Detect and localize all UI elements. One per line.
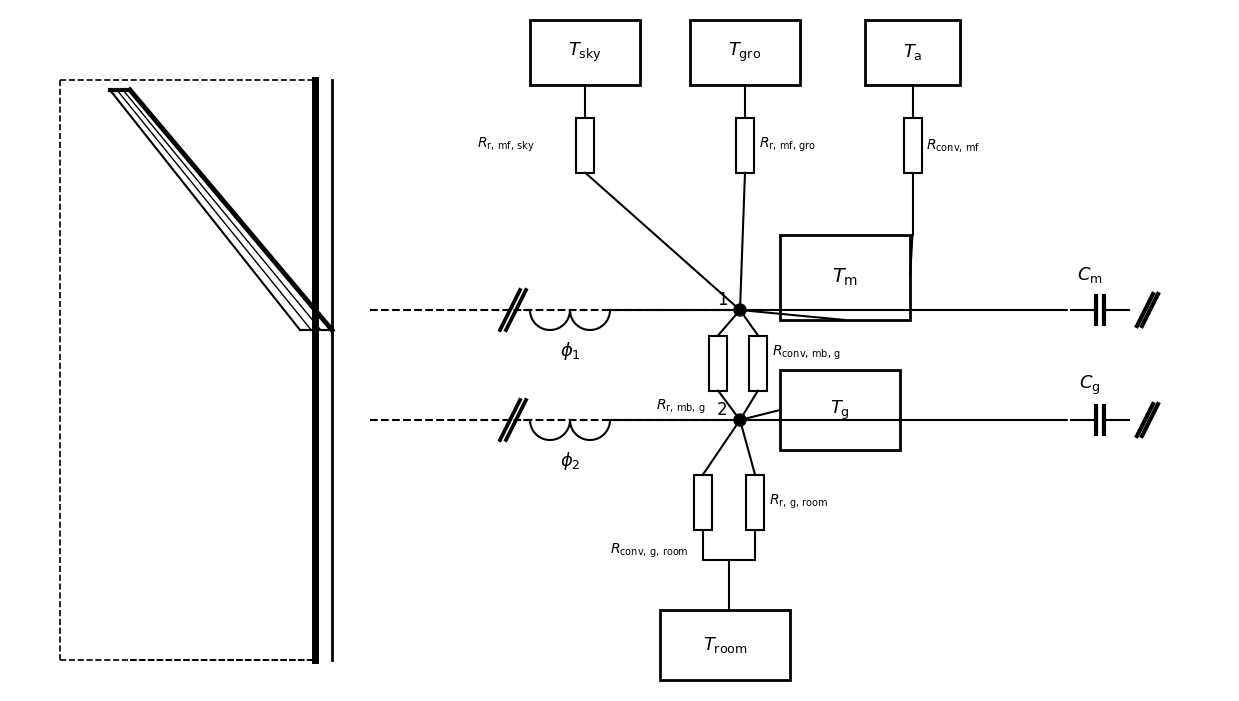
Bar [903, 118, 922, 172]
Bar [694, 475, 712, 529]
Bar [750, 336, 767, 390]
Text: $R_\mathrm{r,\,mf,\,sky}$: $R_\mathrm{r,\,mf,\,sky}$ [477, 136, 535, 154]
Bar [709, 336, 727, 390]
Text: $T_\mathrm{room}$: $T_\mathrm{room}$ [703, 635, 747, 655]
Text: $R_\mathrm{conv,\,mb,\,g}$: $R_\mathrm{conv,\,mb,\,g}$ [772, 344, 841, 362]
Text: $T_\mathrm{g}$: $T_\mathrm{g}$ [830, 398, 850, 421]
Bar [781, 235, 909, 320]
Text: $T_\mathrm{gro}$: $T_\mathrm{gro}$ [729, 41, 762, 64]
Circle shape [733, 304, 746, 316]
Text: $\phi_1$: $\phi_1$ [560, 340, 580, 362]
Text: $R_\mathrm{r,\,mb,\,g}$: $R_\mathrm{r,\,mb,\,g}$ [657, 398, 706, 416]
Text: $R_\mathrm{r,\,g,\,room}$: $R_\mathrm{r,\,g,\,room}$ [769, 493, 829, 511]
Text: $C_\mathrm{m}$: $C_\mathrm{m}$ [1077, 265, 1103, 285]
Bar [690, 20, 800, 85]
Text: $C_\mathrm{g}$: $C_\mathrm{g}$ [1079, 374, 1100, 397]
Text: $R_\mathrm{r,\,mf,\,gro}$: $R_\mathrm{r,\,mf,\,gro}$ [760, 136, 817, 154]
Bar [781, 370, 900, 450]
Bar [865, 20, 960, 85]
Text: $R_\mathrm{conv,\,g,\,room}$: $R_\mathrm{conv,\,g,\,room}$ [611, 542, 689, 560]
Bar [746, 475, 764, 529]
Text: $T_\mathrm{m}$: $T_\mathrm{m}$ [831, 267, 859, 288]
Text: 2: 2 [716, 401, 727, 419]
Text: $\phi_2$: $\phi_2$ [560, 450, 580, 472]
Bar [660, 610, 790, 680]
Bar [576, 118, 593, 172]
Bar [736, 118, 755, 172]
Text: $R_\mathrm{conv,\,mf}$: $R_\mathrm{conv,\,mf}$ [927, 137, 981, 154]
Text: $T_\mathrm{a}$: $T_\mathrm{a}$ [903, 43, 922, 62]
Text: $T_\mathrm{sky}$: $T_\mathrm{sky}$ [567, 41, 602, 64]
Circle shape [733, 414, 746, 426]
Text: 1: 1 [716, 291, 727, 309]
Bar [530, 20, 641, 85]
